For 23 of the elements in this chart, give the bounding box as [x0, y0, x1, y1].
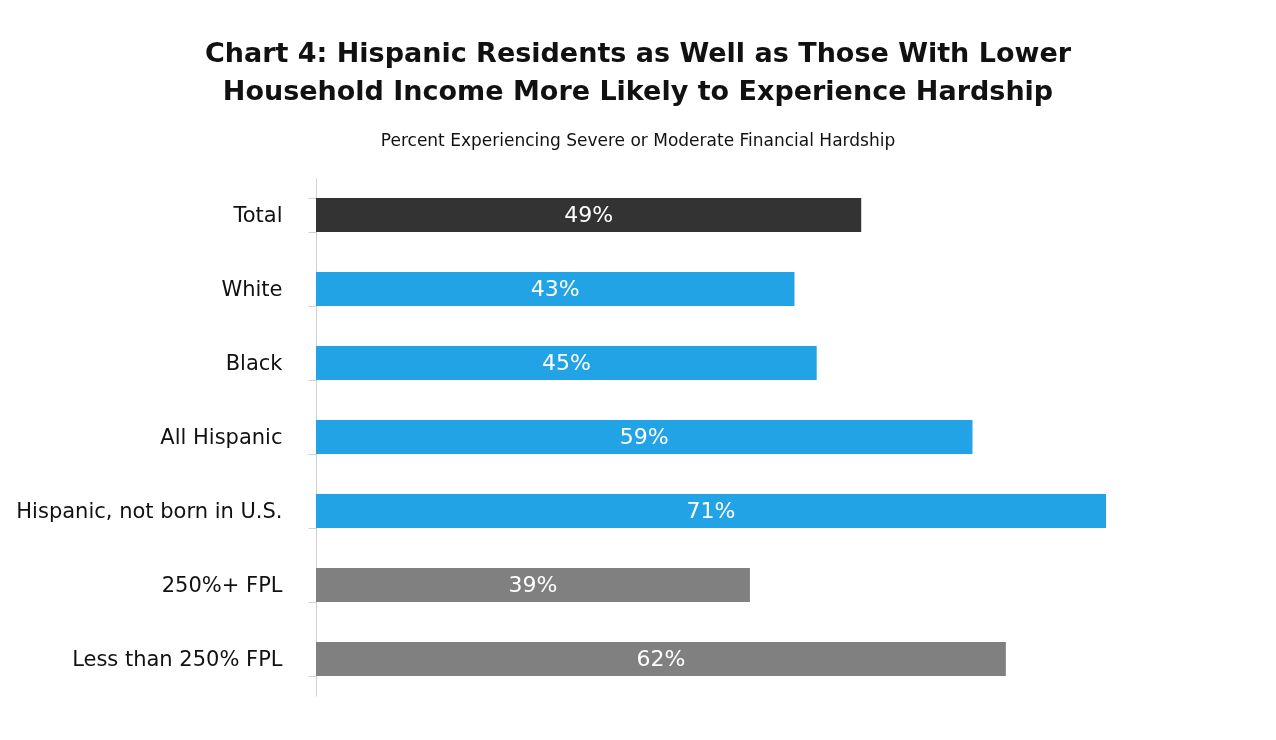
data-label: 71% [686, 498, 736, 523]
data-label: 59% [619, 424, 669, 449]
bar [316, 493, 1106, 529]
y-tick-label: White [221, 276, 283, 301]
y-tick-label: Hispanic, not born in U.S. [16, 498, 283, 523]
bar [316, 419, 973, 455]
data-label: 39% [508, 572, 558, 597]
y-tick-label: Total [232, 202, 283, 227]
data-label: 62% [636, 646, 686, 671]
data-label: 43% [530, 276, 580, 301]
bar [316, 567, 750, 603]
y-tick-label: Less than 250% FPL [72, 646, 283, 671]
bar [316, 641, 1006, 677]
y-tick-label: 250%+ FPL [161, 572, 283, 597]
bar [316, 197, 862, 233]
bar [316, 345, 817, 381]
data-label: 45% [541, 350, 591, 375]
data-label: 49% [564, 202, 614, 227]
chart-subtitle: Percent Experiencing Severe or Moderate Financial Hardship [379, 130, 897, 150]
y-tick-label: All Hispanic [160, 424, 283, 449]
y-tick-label: Black [225, 350, 284, 375]
chart-title: Chart 4: Hispanic Residents as Well as Those With Lower Household Income More Likely to Experience Hardship [203, 36, 1073, 108]
bar [316, 271, 795, 307]
